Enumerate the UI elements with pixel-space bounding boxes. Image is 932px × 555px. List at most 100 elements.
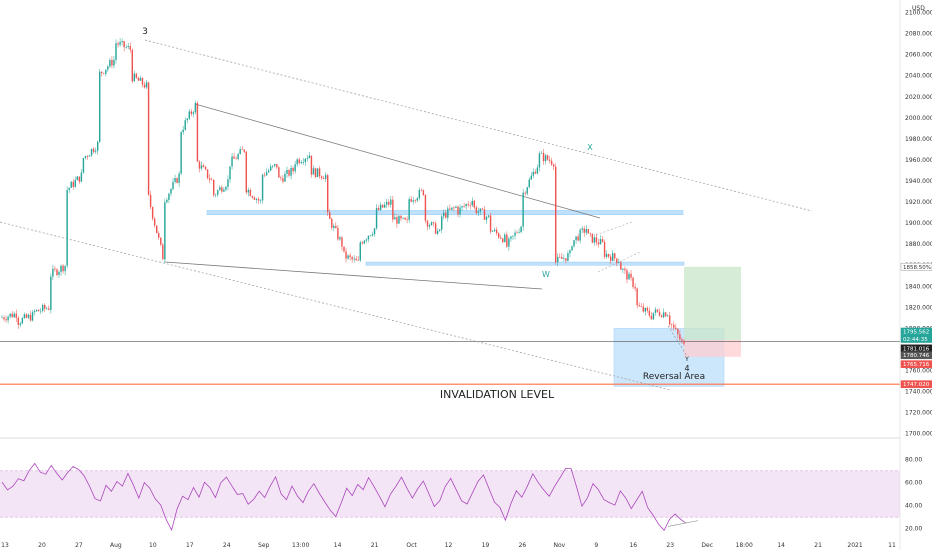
candle-body: [137, 77, 140, 81]
candle-body: [62, 265, 64, 272]
candle: [156, 225, 158, 234]
candle: [117, 41, 119, 48]
candle-body: [239, 149, 241, 155]
time-tick-label: 21: [371, 542, 379, 549]
candle: [219, 185, 221, 191]
candle-body: [196, 102, 199, 162]
candle: [465, 203, 467, 210]
candle: [540, 151, 543, 154]
candle-body: [666, 315, 669, 317]
candle: [298, 157, 300, 165]
candle-body: [526, 187, 528, 194]
candle-body: [306, 158, 309, 159]
candle-body: [316, 168, 319, 178]
candle-body: [648, 310, 651, 316]
candle: [335, 222, 337, 229]
candle: [221, 185, 223, 194]
candle-body: [147, 82, 150, 195]
candle: [158, 231, 160, 240]
time-tick-label: 26: [519, 542, 527, 549]
candle-body: [489, 215, 492, 232]
candle: [410, 196, 412, 203]
candle: [644, 307, 646, 316]
candle-body: [198, 161, 201, 169]
price-badge-label: 1780.746: [903, 353, 930, 359]
candle: [267, 168, 270, 174]
candle: [50, 273, 52, 314]
candle: [3, 315, 5, 322]
candle-body: [550, 160, 553, 165]
candle-body: [534, 171, 537, 174]
candle-body: [217, 190, 219, 195]
candle-body: [630, 273, 632, 278]
candle: [577, 233, 579, 242]
candle-body: [353, 258, 355, 260]
price-tick-label: 2020.000: [905, 94, 932, 101]
candle-body: [377, 208, 380, 210]
candle: [573, 240, 575, 248]
time-tick-label: Sep: [258, 542, 270, 549]
candle-body: [272, 165, 274, 167]
candle: [479, 208, 482, 216]
candle-body: [329, 212, 331, 219]
candle: [599, 235, 602, 245]
candle: [99, 68, 101, 144]
candle: [607, 253, 610, 259]
candle-body: [443, 212, 445, 217]
candle: [495, 226, 498, 236]
candle: [559, 253, 561, 259]
candle-body: [58, 271, 60, 275]
price-tick-label: 1900.000: [905, 220, 932, 227]
time-axis[interactable]: 13 20 27 Aug 10 17 24 Sep 13:00 14 21 Oct 12 19 26 Nov 9…: [1, 542, 896, 549]
candle: [677, 328, 679, 339]
candle: [88, 154, 91, 157]
candle-body: [614, 253, 616, 259]
candle: [609, 254, 612, 265]
time-tick-label: 11: [888, 542, 896, 549]
candle: [520, 225, 522, 234]
candle: [225, 185, 227, 192]
candle-body: [381, 204, 384, 208]
candle: [25, 312, 28, 319]
candle-body: [25, 314, 28, 318]
candle: [111, 56, 113, 69]
candle-body: [3, 317, 5, 320]
candle: [316, 168, 319, 178]
time-tick-label: 20: [38, 542, 46, 549]
candle-body: [33, 310, 36, 313]
candle-body: [200, 165, 203, 169]
candle: [107, 64, 109, 72]
candle: [292, 166, 294, 175]
candle: [487, 215, 490, 219]
candle: [339, 235, 341, 241]
rsi-band: [0, 470, 900, 518]
time-tick-label: 2021: [847, 542, 862, 549]
candle-body: [428, 225, 431, 227]
candle: [257, 196, 260, 205]
candle-body: [624, 268, 626, 271]
candle-body: [186, 118, 188, 121]
candle-body: [141, 77, 144, 85]
candle: [310, 155, 313, 178]
rsi-pane: 20.00 40.00 60.00 80.00: [0, 437, 922, 533]
candle-body: [257, 198, 260, 201]
candle-body: [331, 218, 333, 228]
candle: [229, 166, 231, 183]
candle-body: [681, 339, 683, 341]
candle-body: [520, 226, 522, 233]
price-tick-label: 1760.000: [905, 368, 932, 375]
candle: [669, 311, 671, 327]
candle-body: [158, 233, 160, 238]
candle: [296, 157, 298, 167]
candle-body: [339, 237, 341, 240]
candle: [493, 227, 496, 233]
candle: [217, 189, 219, 198]
candle-body: [538, 153, 541, 168]
candle: [131, 48, 133, 84]
candle: [251, 195, 254, 199]
candle-body: [577, 236, 579, 241]
wave-4-label: 4: [684, 364, 689, 373]
candle-body: [416, 198, 418, 201]
candle-body: [235, 158, 237, 160]
